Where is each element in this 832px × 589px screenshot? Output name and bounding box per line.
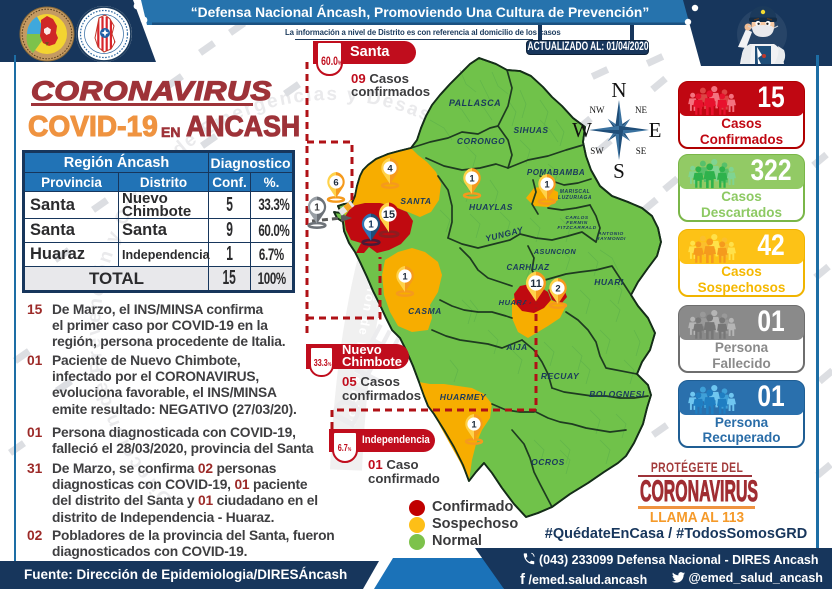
svg-text:RAYMONDI: RAYMONDI [596,236,626,242]
svg-text:CASMA: CASMA [408,306,442,316]
svg-text:HUARMEY: HUARMEY [440,392,487,402]
svg-text:NE: NE [635,105,647,115]
svg-text:S: S [613,159,625,183]
svg-text:1: 1 [314,203,320,214]
svg-text:6: 6 [333,177,338,188]
svg-text:PALLASCA: PALLASCA [449,98,501,108]
svg-text:HUAYLAS: HUAYLAS [469,202,513,212]
svg-text:2: 2 [555,283,560,294]
svg-text:N: N [611,78,626,102]
svg-text:FERMIN: FERMIN [566,220,587,226]
svg-text:POMABAMBA: POMABAMBA [527,168,585,177]
svg-text:HUARI: HUARI [594,277,624,287]
svg-text:CARLOS: CARLOS [565,215,589,221]
svg-text:15: 15 [383,209,395,221]
svg-text:OCROS: OCROS [531,457,565,467]
svg-text:AIJA: AIJA [505,342,527,352]
svg-text:BOLOGNESI: BOLOGNESI [589,389,645,399]
svg-text:HUARAZ: HUARAZ [499,298,534,307]
svg-text:SW: SW [590,146,604,156]
svg-text:11: 11 [530,278,542,290]
svg-text:1: 1 [368,220,374,231]
svg-text:SE: SE [636,146,647,156]
svg-text:MARISCAL: MARISCAL [560,189,590,195]
svg-text:NW: NW [590,105,605,115]
svg-text:W: W [572,118,592,142]
svg-text:1: 1 [469,173,475,184]
svg-text:4: 4 [387,163,393,174]
svg-text:CARHUAZ: CARHUAZ [506,263,550,272]
svg-text:1: 1 [402,271,408,282]
svg-text:FITZCARRALD: FITZCARRALD [557,225,596,231]
svg-text:1: 1 [471,419,477,430]
svg-text:ASUNCION: ASUNCION [533,247,577,256]
svg-text:SANTA: SANTA [400,196,431,206]
svg-text:ANTONIO: ANTONIO [597,231,624,237]
svg-text:LUZURIAGA: LUZURIAGA [558,195,592,201]
svg-text:1: 1 [544,179,550,190]
svg-text:CORONGO: CORONGO [457,136,505,146]
svg-text:SIHUAS: SIHUAS [513,125,548,135]
svg-text:RECUAY: RECUAY [541,371,580,381]
svg-text:E: E [649,118,662,142]
